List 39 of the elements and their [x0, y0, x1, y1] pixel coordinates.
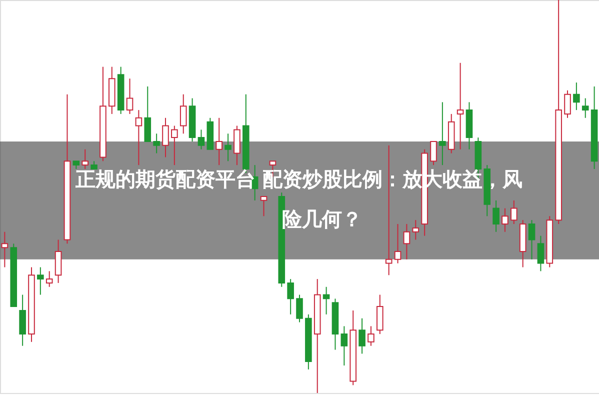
candlestick — [385, 144, 392, 276]
candlestick — [368, 326, 374, 346]
candlestick — [322, 286, 330, 315]
candlestick — [394, 224, 402, 264]
candlestick — [234, 125, 240, 166]
candlestick — [412, 220, 420, 240]
candlestick — [528, 220, 536, 260]
candlestick — [162, 117, 169, 158]
candlestick — [216, 117, 222, 166]
candlestick — [46, 270, 53, 288]
candlestick — [456, 62, 464, 150]
candlestick — [430, 140, 437, 166]
candlestick — [537, 235, 544, 272]
candlestick — [198, 129, 205, 150]
candlestick — [126, 78, 134, 114]
candlestick — [260, 196, 268, 217]
candlestick — [582, 98, 589, 118]
candlestick — [135, 110, 142, 166]
candlestick — [54, 239, 62, 284]
candlestick — [180, 94, 187, 134]
candlestick — [564, 90, 571, 118]
candlestick — [340, 326, 348, 366]
candlestick — [403, 224, 410, 260]
candlestick — [153, 133, 160, 154]
candlestick — [224, 133, 232, 162]
candlestick — [439, 102, 446, 166]
candlestick — [492, 200, 500, 232]
candlestick — [573, 82, 580, 111]
candlestick — [287, 278, 294, 315]
candlestick — [144, 86, 152, 142]
candlestick — [502, 208, 508, 232]
candlestick — [171, 125, 178, 166]
candlestick — [358, 318, 366, 354]
candlestick — [510, 200, 518, 225]
candlestick — [376, 294, 384, 335]
candlestick — [82, 148, 88, 170]
candlestick — [19, 294, 26, 346]
candlestick — [296, 294, 303, 323]
candlestick — [37, 266, 44, 296]
